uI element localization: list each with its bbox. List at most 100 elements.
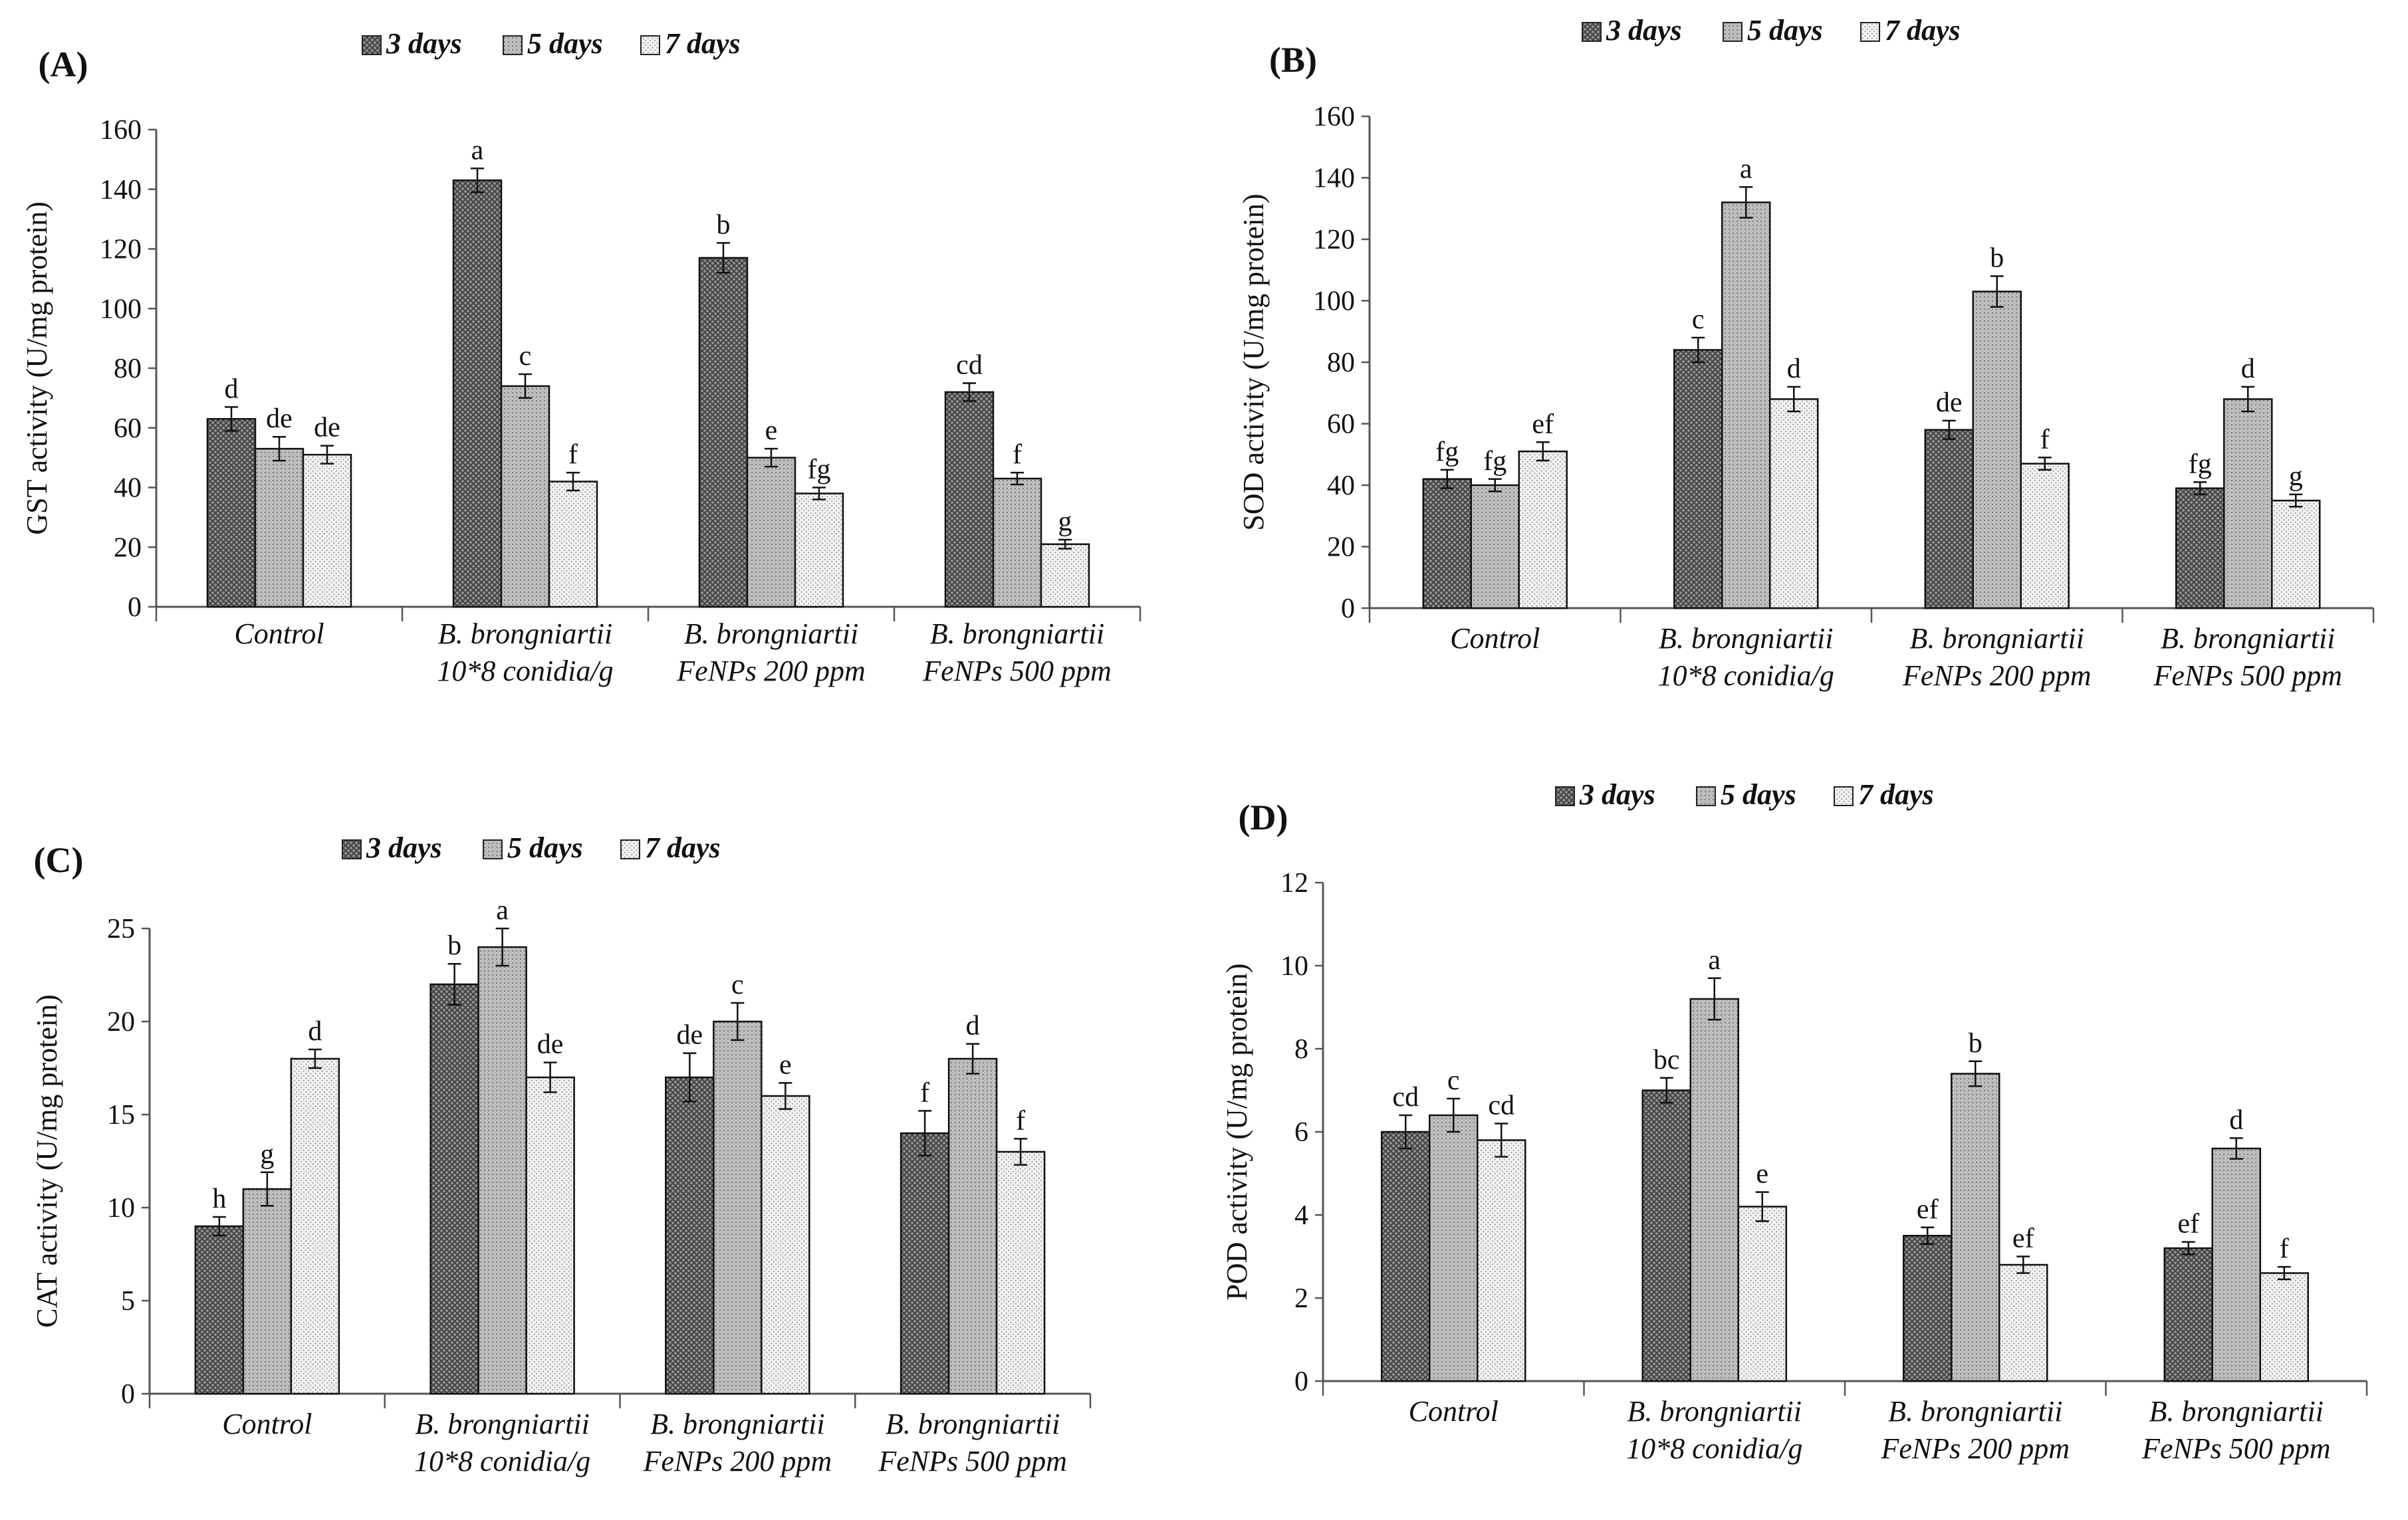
y-tick-label: 160	[100, 115, 142, 146]
significance-letter: e	[1756, 1159, 1768, 1190]
legend-label: 5 days	[527, 27, 603, 60]
y-tick-label: 0	[121, 1379, 135, 1410]
category-label: FeNPs 200 ppm	[643, 1445, 832, 1477]
significance-letter: f	[920, 1077, 929, 1108]
chart-panel-c: (C) 3 days 5 days 7 days 0 5 10 15 20 25 CAT activ…	[31, 831, 1092, 1477]
panel-label: (D)	[1239, 798, 1288, 837]
significance-letter: c	[731, 970, 744, 1000]
y-tick-label: 20	[1327, 532, 1355, 563]
significance-letter: cd	[1488, 1091, 1514, 1121]
significance-letter: b	[717, 210, 731, 241]
bar	[761, 1095, 810, 1395]
bar	[290, 1057, 340, 1395]
bar	[1924, 429, 1974, 609]
bar	[1470, 484, 1520, 609]
legend: 3 days 5 days 7 days	[1555, 778, 1934, 811]
y-axis-title: POD activity (U/mg protein)	[1221, 963, 1253, 1300]
y-tick-label: 120	[1313, 225, 1355, 255]
category-label: 10*8 conidia/g	[414, 1445, 590, 1477]
y-tick-label: 0	[1294, 1366, 1308, 1397]
significance-letter: e	[765, 415, 778, 446]
category-label: Control	[1409, 1395, 1499, 1428]
category-label: B. brongniartii	[886, 1408, 1060, 1440]
legend-swatch	[640, 35, 660, 55]
significance-letter: g	[1058, 506, 1072, 537]
significance-letter: d	[308, 1016, 322, 1047]
legend-swatch	[483, 839, 503, 859]
legend-swatch	[1860, 22, 1880, 42]
panel-label: (C)	[34, 840, 84, 880]
bar	[1673, 349, 1723, 609]
y-tick-label: 140	[1313, 163, 1355, 194]
significance-letter: ef	[2177, 1209, 2199, 1240]
significance-letter: ef	[1532, 409, 1554, 439]
category-label: B. brongniartii	[1910, 622, 2084, 655]
legend-label: 7 days	[1858, 778, 1934, 811]
bar	[206, 418, 257, 608]
y-tick-label: 60	[1327, 409, 1355, 440]
category-label: B. brongniartii	[684, 617, 858, 650]
bar	[2020, 463, 2070, 609]
bar	[452, 179, 503, 608]
legend-swatch	[342, 839, 362, 859]
significance-letter: cd	[956, 350, 983, 380]
significance-letter: g	[2289, 461, 2303, 492]
significance-letter: f	[568, 439, 578, 470]
bar	[242, 1188, 293, 1395]
significance-letter: f	[2280, 1234, 2289, 1264]
legend-swatch	[362, 35, 382, 55]
bar	[1998, 1263, 2048, 1382]
chart-panel-a: (A) 3 days 5 days 7 days 0 20 40 60 80 100 120 140 1…	[21, 27, 1142, 687]
significance-letter: ef	[1917, 1194, 1939, 1225]
significance-letter: d	[1787, 354, 1801, 384]
bar	[698, 257, 749, 608]
y-tick-label: 4	[1294, 1200, 1308, 1231]
legend-label: 3 days	[1579, 778, 1655, 811]
y-tick-label: 100	[100, 294, 142, 324]
legend-label: 7 days	[665, 27, 741, 60]
bar	[500, 385, 550, 608]
significance-letter: e	[779, 1049, 792, 1080]
bar	[2175, 487, 2225, 609]
significance-letter: a	[496, 895, 509, 926]
bar	[995, 1150, 1046, 1395]
y-tick-label: 2	[1294, 1283, 1308, 1314]
y-tick-label: 60	[114, 413, 142, 444]
bar	[1040, 543, 1090, 608]
bar	[194, 1225, 245, 1395]
significance-letter: de	[314, 413, 340, 443]
y-tick-label: 20	[114, 532, 142, 563]
category-label: 10*8 conidia/g	[1626, 1432, 1802, 1465]
legend-label: 7 days	[645, 831, 721, 864]
significance-letter: cd	[1392, 1082, 1419, 1113]
y-tick-label: 15	[107, 1100, 135, 1131]
category-label: FeNPs 500 ppm	[922, 655, 1112, 687]
legend-swatch	[620, 839, 640, 859]
significance-letter: a	[1740, 154, 1752, 184]
bar	[1903, 1235, 1953, 1382]
significance-letter: de	[537, 1030, 564, 1060]
bar	[254, 447, 304, 608]
y-tick-label: 40	[114, 473, 142, 504]
legend: 3 days 5 days 7 days	[342, 831, 721, 864]
y-tick-label: 5	[121, 1286, 135, 1317]
legend-label: 3 days	[366, 831, 442, 864]
bar	[992, 477, 1042, 608]
category-label: B. brongniartii	[2161, 622, 2335, 655]
significance-letter: fg	[808, 455, 831, 485]
significance-letter: a	[471, 135, 484, 165]
significance-letter: de	[266, 403, 293, 434]
bar	[525, 1076, 575, 1395]
category-label: FeNPs 500 ppm	[878, 1445, 1067, 1477]
chart-panel-d: (D) 3 days 5 days 7 days 0 2 4 6 8 10 12 POD activi…	[1221, 778, 2368, 1465]
bar	[1422, 478, 1472, 609]
bar	[1721, 201, 1771, 609]
legend-label: 7 days	[1885, 14, 1961, 47]
bar	[429, 983, 479, 1395]
y-tick-label: 12	[1280, 868, 1308, 899]
category-label: Control	[234, 617, 324, 650]
significance-letter: c	[1692, 304, 1705, 335]
y-tick-label: 40	[1327, 471, 1355, 501]
bar	[1769, 398, 1819, 609]
